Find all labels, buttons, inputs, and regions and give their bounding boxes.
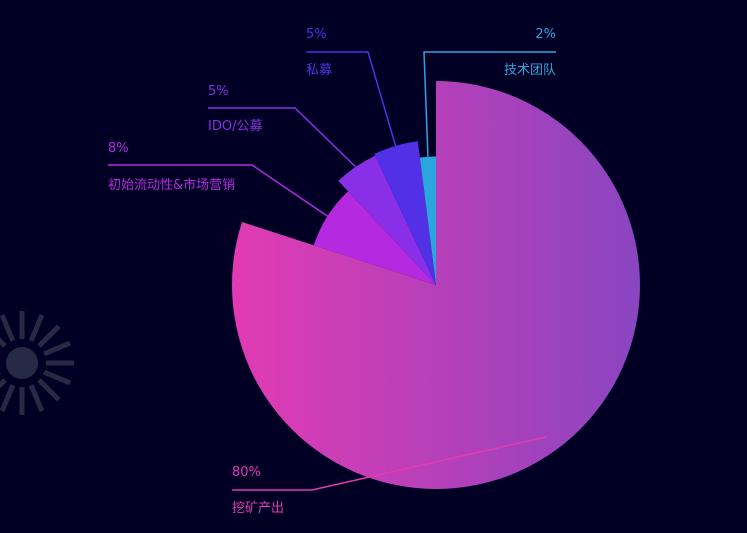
pie-slice[interactable] <box>338 155 436 285</box>
sunburst-ray <box>43 340 71 357</box>
slice-name-label: 私募 <box>306 63 332 78</box>
sunburst-ray <box>37 378 61 402</box>
slice-percent-label: 8% <box>108 141 129 156</box>
leader-line <box>306 51 397 147</box>
sunburst-ray <box>0 384 16 412</box>
leader-line <box>423 51 556 157</box>
pie-slice[interactable] <box>313 191 436 285</box>
leader-line <box>208 107 357 168</box>
sunburst-icon <box>0 311 74 415</box>
slice-name-label: 挖矿产出 <box>232 501 284 516</box>
sunburst-core <box>6 347 38 379</box>
slice-name-label: 技术团队 <box>504 63 556 78</box>
pie-slice[interactable] <box>374 141 436 285</box>
slice-percent-label: 2% <box>535 27 556 42</box>
slice-percent-label: 5% <box>208 84 229 99</box>
slice-percent-label: 80% <box>232 465 261 480</box>
pie-slice[interactable] <box>419 156 436 285</box>
sunburst-ray <box>0 314 16 342</box>
sunburst-ray <box>43 369 71 386</box>
leader-line <box>108 164 328 217</box>
sunburst-ray <box>0 337 7 348</box>
leader-line <box>232 436 547 491</box>
sunburst-ray <box>37 324 61 348</box>
slice-percent-label: 5% <box>306 27 327 42</box>
slice-name-label: 初始流动性&市场营销 <box>108 177 235 193</box>
sunburst-ray <box>28 384 45 412</box>
sunburst-ray <box>0 378 7 389</box>
sunburst-ray <box>28 314 45 342</box>
slice-name-label: IDO/公募 <box>208 119 262 134</box>
